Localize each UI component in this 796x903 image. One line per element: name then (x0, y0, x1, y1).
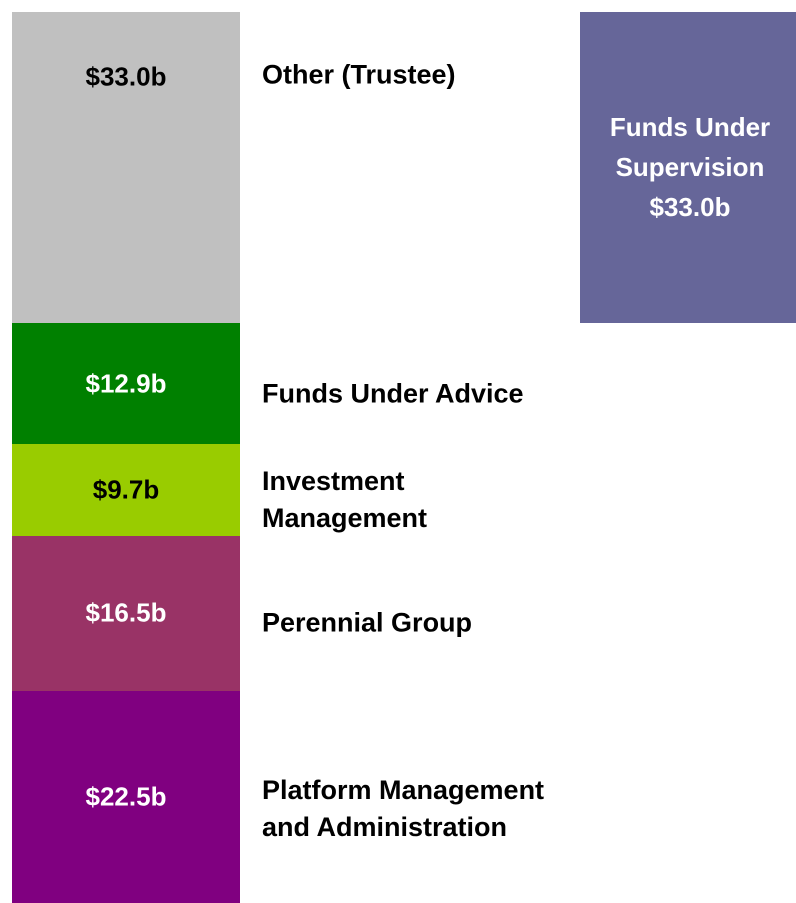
segment-name: Platform Management and Administration (262, 775, 545, 843)
segment-name: Funds Under Advice (262, 378, 524, 409)
segment (12, 535, 240, 692)
supervision-name: Funds Under Supervision (609, 112, 771, 183)
segment (12, 444, 240, 536)
segment (12, 322, 240, 445)
segment-name: Perennial Group (262, 607, 473, 638)
supervision-value: $33.0b (649, 192, 731, 223)
segment-name: Investment Management (262, 465, 428, 533)
segment (12, 691, 240, 903)
segment (12, 12, 240, 323)
value-label: $33.0b (85, 61, 167, 92)
segment-name: Other (Trustee) (262, 59, 456, 90)
value-label: $12.9b (85, 368, 167, 399)
supervision-box: Funds Under Supervision $33.0b (580, 12, 796, 323)
supervision-text: Funds Under Supervision $33.0b (580, 107, 796, 227)
value-label: $9.7b (92, 474, 160, 505)
value-label: $22.5b (85, 781, 167, 812)
value-label: $16.5b (85, 597, 167, 628)
